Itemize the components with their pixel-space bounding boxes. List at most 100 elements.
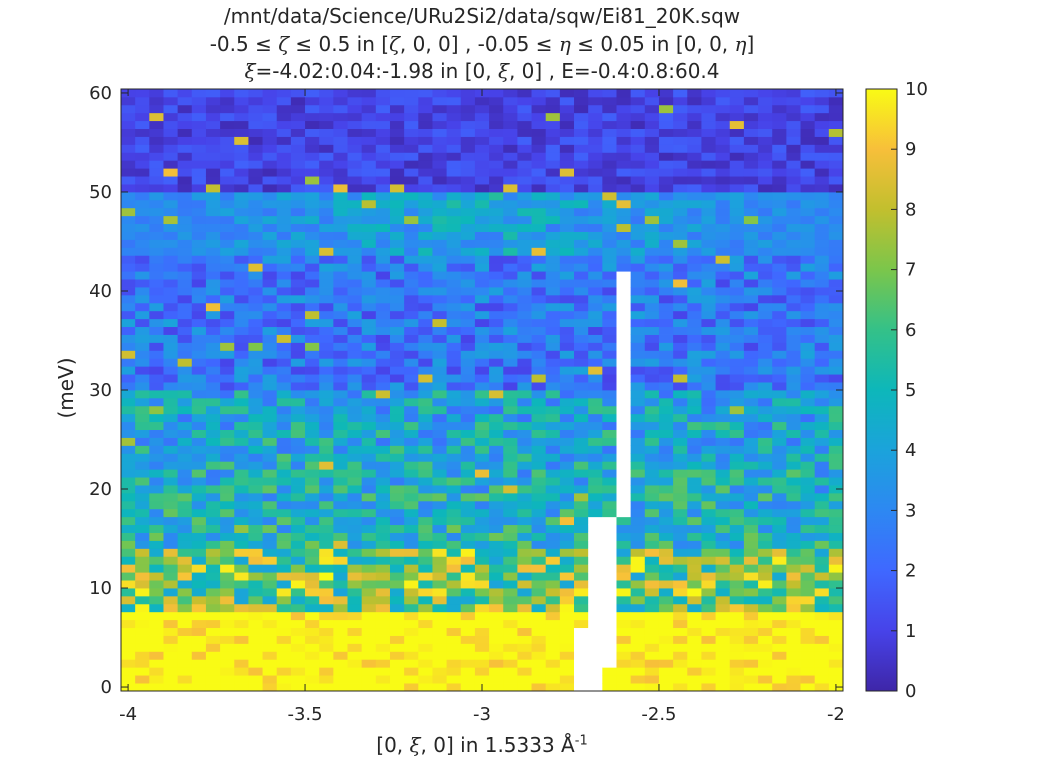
- heatmap-cell: [474, 239, 490, 248]
- heatmap-cell: [517, 445, 532, 454]
- heatmap-cell: [758, 595, 773, 605]
- heatmap-cell: [234, 397, 249, 407]
- heatmap-cell: [517, 572, 532, 581]
- heatmap-cell: [545, 611, 561, 621]
- heatmap-cell: [673, 136, 688, 145]
- heatmap-cell: [743, 516, 759, 526]
- heatmap-cell: [234, 643, 249, 652]
- heatmap-cell: [305, 184, 320, 193]
- heatmap-cell: [658, 643, 674, 652]
- heatmap-cell: [163, 168, 179, 177]
- heatmap-cell: [305, 611, 320, 621]
- heatmap-cell: [729, 89, 745, 98]
- heatmap-cell: [559, 104, 575, 114]
- heatmap-cell: [404, 342, 419, 351]
- heatmap-cell: [673, 627, 688, 636]
- heatmap-cell: [559, 405, 575, 415]
- heatmap-cell: [574, 492, 589, 502]
- heatmap-cell: [418, 326, 433, 335]
- heatmap-cell: [149, 152, 164, 161]
- heatmap-cell: [489, 516, 504, 526]
- x-tick-label: -3: [473, 704, 491, 725]
- heatmap-cell: [559, 651, 575, 660]
- heatmap-cell: [361, 136, 377, 145]
- heatmap-cell: [545, 207, 561, 217]
- heatmap-cell: [276, 580, 292, 589]
- heatmap-cell: [616, 659, 632, 668]
- heatmap-cell: [248, 643, 263, 652]
- heatmap-cell: [503, 294, 518, 304]
- heatmap-cell: [121, 168, 136, 177]
- heatmap-cell: [375, 382, 391, 391]
- heatmap-cell: [828, 556, 844, 565]
- heatmap-cell: [404, 469, 419, 478]
- heatmap-cell: [375, 627, 391, 636]
- heatmap-cell: [574, 112, 589, 122]
- heatmap-cell: [517, 469, 532, 478]
- heatmap-cell: [418, 120, 433, 129]
- heatmap-cell: [630, 152, 646, 161]
- heatmap-cell: [404, 382, 419, 391]
- heatmap-cell: [389, 374, 405, 383]
- heatmap-cell: [135, 683, 150, 692]
- heatmap-cell-missing: [616, 508, 632, 518]
- heatmap-cell-missing: [602, 619, 617, 629]
- heatmap-cell: [814, 532, 830, 541]
- heatmap-cell: [305, 152, 320, 161]
- heatmap-cell: [758, 508, 773, 518]
- heatmap-cell: [616, 516, 632, 526]
- heatmap-cell: [389, 643, 405, 652]
- heatmap-cell: [276, 89, 292, 98]
- heatmap-cell: [121, 588, 136, 597]
- heatmap-cell: [389, 168, 405, 177]
- heatmap-cell: [389, 548, 405, 557]
- heatmap-cell: [319, 643, 334, 652]
- heatmap-cell: [616, 191, 632, 201]
- heatmap-cell: [446, 199, 462, 209]
- heatmap-cell: [333, 255, 348, 264]
- heatmap-cell: [177, 588, 193, 597]
- heatmap-cell: [248, 342, 263, 351]
- heatmap-cell: [177, 453, 193, 462]
- heatmap-cell: [729, 397, 745, 407]
- heatmap-cell: [347, 160, 363, 169]
- heatmap-cell: [460, 580, 476, 589]
- heatmap-cell: [347, 461, 363, 470]
- heatmap-cell: [559, 413, 575, 423]
- heatmap-cell: [517, 255, 532, 264]
- heatmap-cell: [772, 128, 787, 137]
- heatmap-cell: [701, 421, 716, 430]
- heatmap-cell: [234, 334, 249, 343]
- heatmap-cell: [205, 136, 221, 145]
- heatmap-cell: [404, 302, 419, 312]
- heatmap-cell: [404, 524, 419, 533]
- heatmap-cell: [347, 516, 363, 526]
- heatmap-cell: [446, 184, 462, 193]
- heatmap-cell: [177, 366, 193, 375]
- heatmap-cell: [220, 524, 235, 533]
- heatmap-cell: [135, 318, 150, 328]
- heatmap-cell: [347, 675, 363, 684]
- heatmap-cell: [404, 136, 419, 145]
- heatmap-cell: [800, 413, 816, 423]
- heatmap-cell: [163, 516, 179, 526]
- heatmap-cell: [290, 390, 306, 399]
- heatmap-cell: [758, 516, 773, 526]
- heatmap-cell: [135, 477, 150, 486]
- heatmap-cell: [135, 492, 150, 502]
- heatmap-cell: [248, 580, 263, 589]
- heatmap-cell: [786, 207, 801, 217]
- heatmap-cell: [248, 492, 263, 502]
- heatmap-cell: [290, 128, 306, 137]
- heatmap-cell: [319, 215, 334, 225]
- heatmap-cell: [545, 524, 561, 533]
- heatmap-cell: [474, 207, 490, 217]
- heatmap-cell: [503, 350, 518, 359]
- heatmap-cell: [404, 588, 419, 597]
- heatmap-cell: [559, 675, 575, 684]
- heatmap-cell: [559, 485, 575, 494]
- heatmap-cell: [234, 485, 249, 494]
- heatmap-cell: [474, 477, 490, 486]
- heatmap-cell: [262, 477, 278, 486]
- heatmap-cell: [489, 247, 504, 256]
